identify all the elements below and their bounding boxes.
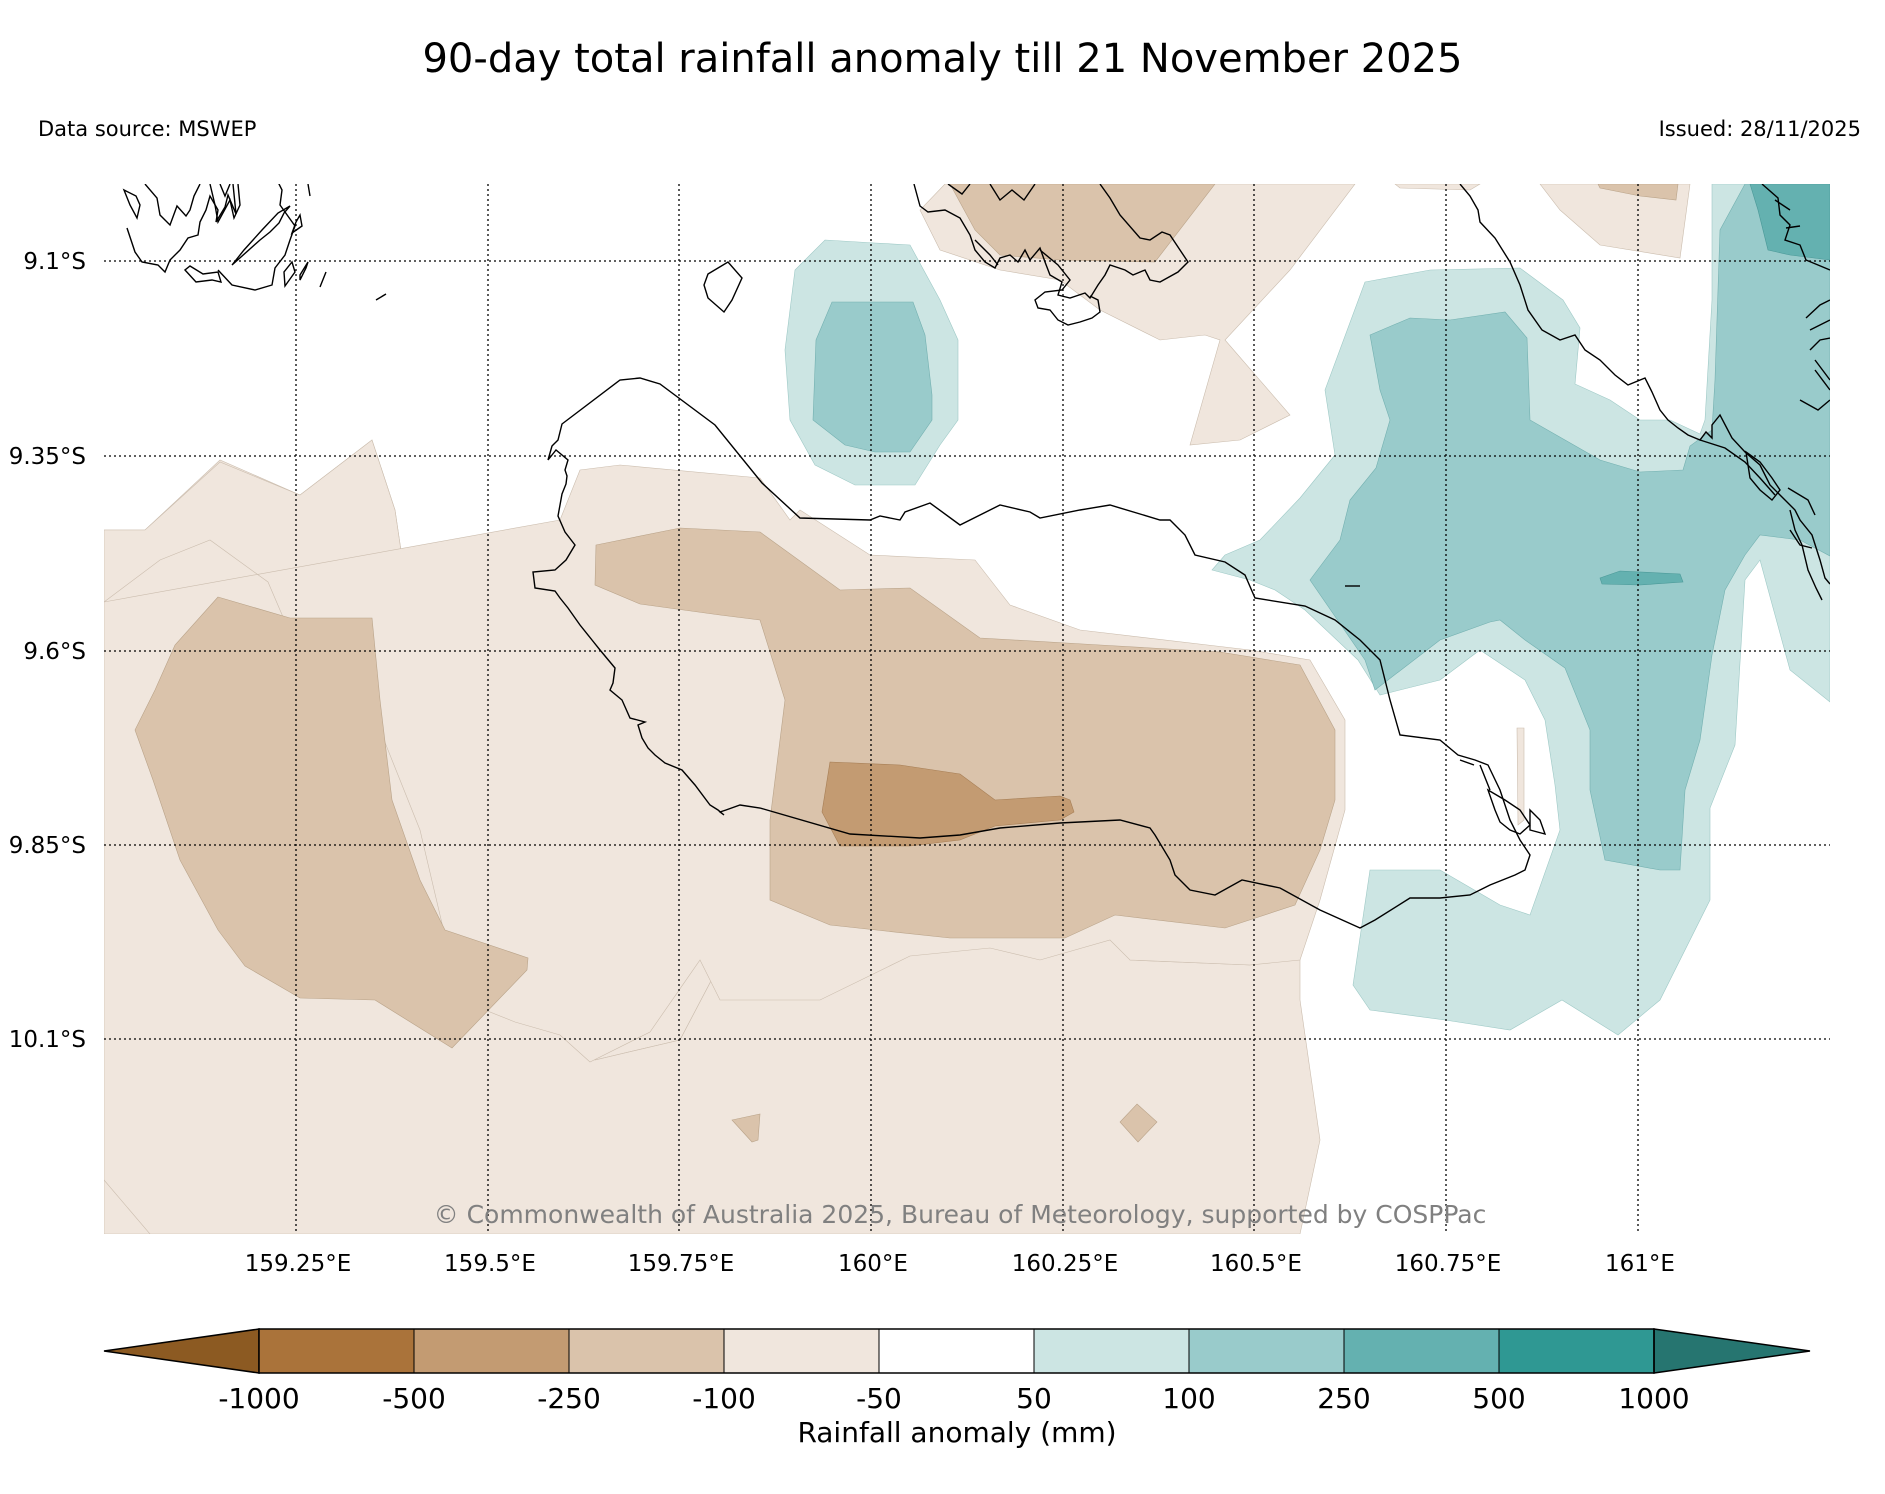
coastline-malaita-5 [1799, 299, 1830, 411]
gridlines [104, 184, 1830, 1234]
coastline-malaita-3 [1787, 487, 1816, 549]
dry-area-250-west [134, 596, 529, 1049]
coastline-islands-nw-10 [219, 184, 231, 198]
colorbar-bin [724, 1329, 879, 1373]
coastline-guadalcanal [532, 377, 1531, 929]
lat-label: 10.1°S [9, 1027, 86, 1053]
lat-label: 9.1°S [23, 249, 86, 275]
lat-label: 9.35°S [9, 444, 86, 470]
coastline-nggela [913, 184, 1189, 300]
coastline-malaita-2 [1745, 450, 1781, 501]
lon-label: 160.5°E [1210, 1251, 1302, 1277]
coastline-nggela-3 [974, 239, 1101, 326]
coastline-islands-nw-9 [307, 184, 387, 301]
colorbar-tick: -1000 [218, 1382, 299, 1415]
colorbar-bin [414, 1329, 569, 1373]
colorbar-tick: 100 [1162, 1382, 1215, 1415]
coastline-islands-nw-5 [217, 184, 296, 291]
coastline-islands-nw-7 [290, 212, 303, 235]
colorbar-tick: 1000 [1618, 1382, 1689, 1415]
colorbar-bin [879, 1329, 1034, 1373]
colorbar-tick: -500 [382, 1382, 446, 1415]
longitude-labels: 159.25°E 159.5°E 159.75°E 160°E 160.25°E… [245, 1251, 1675, 1277]
colorbar-tick: 500 [1472, 1382, 1525, 1415]
copyright-notice: © Commonwealth of Australia 2025, Bureau… [434, 1200, 1487, 1229]
coastline-islands-nw-2 [144, 184, 201, 227]
lon-label: 160.75°E [1395, 1251, 1502, 1277]
lon-label: 161°E [1605, 1251, 1675, 1277]
coastline-marau [1459, 759, 1547, 836]
colorbar-tick: -100 [692, 1382, 756, 1415]
dry-area-northeast [1539, 184, 1691, 259]
wet-area-100-east [1309, 184, 1830, 871]
lat-label: 9.85°S [9, 833, 86, 859]
coastline-islands-nw-6 [231, 205, 291, 266]
colorbar-high-extend [1653, 1328, 1811, 1374]
data-source-label: Data source: MSWEP [38, 117, 257, 141]
lon-label: 160.25°E [1012, 1251, 1119, 1277]
dry-area-250-north [949, 184, 1216, 263]
dry-speck-1 [731, 1113, 761, 1143]
colorbar-tick: -250 [537, 1382, 601, 1415]
anomaly-contours-detailed [104, 184, 1830, 1234]
lat-label: 9.6°S [23, 639, 86, 665]
colorbar-low-extend [103, 1328, 260, 1374]
colorbar-tick: 50 [1016, 1382, 1052, 1415]
colorbar-label: Rainfall anomaly (mm) [797, 1416, 1116, 1449]
coastline-malaita-6 [1699, 439, 1823, 601]
coastline-savo [703, 261, 743, 314]
colorbar-bin [259, 1329, 414, 1373]
colorbar-tick: 250 [1317, 1382, 1370, 1415]
colorbar-bin [1189, 1329, 1344, 1373]
wet-area-100-west [812, 301, 933, 453]
colorbar-bin [1499, 1329, 1654, 1373]
map-title: 90-day total rainfall anomaly till 21 No… [422, 36, 1463, 82]
lon-label: 159.25°E [245, 1251, 352, 1277]
coastline-malaita [1459, 184, 1830, 585]
colorbar-bin [569, 1329, 724, 1373]
lon-label: 160°E [838, 1251, 908, 1277]
dry-area-250-ne [1597, 184, 1679, 201]
coastline-islands-nw-4 [209, 184, 241, 225]
lon-label: 159.5°E [444, 1251, 536, 1277]
colorbar-frame [258, 1328, 1655, 1374]
coastline-islands-nw-1 [122, 184, 237, 274]
coastline-islands-nw-3 [183, 265, 223, 283]
dry-area-southwest-corner [104, 1179, 151, 1234]
colorbar-tick: -50 [856, 1382, 902, 1415]
coastline-islands-nw-8 [283, 260, 327, 288]
coastline-malaita-4 [1761, 184, 1830, 271]
colorbar-bin [1344, 1329, 1499, 1373]
colorbar-bin [1034, 1329, 1189, 1373]
lon-label: 159.75°E [628, 1251, 735, 1277]
latitude-labels: 9.1°S 9.35°S 9.6°S 9.85°S 10.1°S [9, 249, 86, 1053]
dry-area-northeast-2 [1394, 184, 1481, 191]
dry-area-250-central [594, 527, 1336, 939]
dry-speck-2 [1119, 1103, 1158, 1143]
wet-area-250-east [1749, 184, 1830, 261]
colorbar: -1000 -500 -250 -100 -50 50 100 250 500 … [103, 1328, 1811, 1449]
dry-area-500-central [821, 761, 1075, 847]
dry-spike [1516, 727, 1525, 826]
coastlines [122, 184, 1830, 929]
wet-area-250-streak [1599, 570, 1684, 586]
issued-date-label: Issued: 28/11/2025 [1658, 117, 1861, 141]
coastline-nggela-2 [947, 184, 1036, 202]
